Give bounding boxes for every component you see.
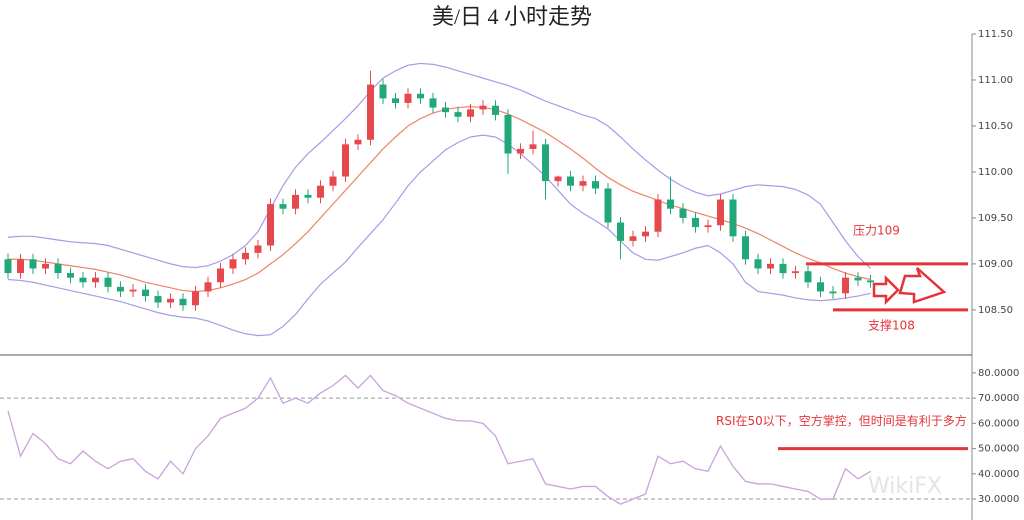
candle-body <box>829 291 837 294</box>
candle-body <box>767 263 774 269</box>
candle-body <box>592 181 599 189</box>
candle-body <box>754 259 762 269</box>
candle-body <box>667 199 674 209</box>
y-tick-label: 50.0000 <box>978 444 1019 455</box>
candle-body <box>229 259 237 269</box>
candle-body <box>692 217 699 228</box>
candle-body <box>142 289 149 297</box>
candle-body <box>167 298 174 303</box>
candle-body <box>4 259 12 274</box>
candle-body <box>817 282 824 292</box>
candle-body <box>679 208 687 218</box>
candle-body <box>842 277 849 294</box>
candle-body <box>517 148 524 154</box>
arrow <box>872 274 900 306</box>
candle-body <box>342 144 349 177</box>
candle-body <box>79 277 87 283</box>
candle-body <box>292 194 299 209</box>
band-line <box>7 62 871 269</box>
candle-body <box>717 199 724 226</box>
candle-body <box>617 222 624 241</box>
candle-body <box>804 271 812 283</box>
candle-body <box>54 263 62 274</box>
rsi-line <box>7 374 871 505</box>
candle-body <box>29 259 37 269</box>
candle-body <box>154 296 162 303</box>
y-tick-label: 108.50 <box>978 305 1013 316</box>
y-tick-label: 109.50 <box>978 213 1013 224</box>
candle-body <box>329 176 337 186</box>
watermark: WikiFX <box>868 474 942 499</box>
candle-body <box>17 259 24 274</box>
candle-body <box>854 277 862 281</box>
candle-body <box>379 84 387 99</box>
candle-body <box>404 93 412 103</box>
candle-body <box>42 263 49 269</box>
level-label: 支撑108 <box>868 317 915 332</box>
candle-body <box>67 273 74 278</box>
candle-body <box>92 277 99 283</box>
candle-body <box>267 204 274 246</box>
band-line <box>7 134 871 337</box>
candle-body <box>867 280 874 283</box>
candle-body <box>654 199 662 232</box>
candle-body <box>354 139 362 145</box>
candle-body <box>642 231 649 237</box>
candle-body <box>204 282 212 292</box>
candle-body <box>429 98 437 108</box>
arrows <box>872 267 947 306</box>
candle-body <box>567 176 574 186</box>
candle-body <box>629 236 637 241</box>
candle-body <box>279 204 287 209</box>
candle-body <box>254 245 262 253</box>
candle-body <box>779 263 787 274</box>
candle-body <box>742 236 749 260</box>
y-tick-label: 60.0000 <box>978 418 1019 429</box>
candle-body <box>304 194 312 198</box>
level-label: 压力109 <box>853 223 900 237</box>
candle-body <box>729 199 737 237</box>
candle-body <box>492 105 499 115</box>
candle-body <box>704 225 712 228</box>
candle-body <box>529 144 537 149</box>
candle-body <box>242 252 249 260</box>
y-tick-label: 30.0000 <box>978 494 1019 505</box>
y-tick-label: 110.50 <box>978 121 1013 132</box>
chart-title: 美/日 4 小时走势 <box>432 4 592 29</box>
y-tick-label: 80.0000 <box>978 368 1019 379</box>
y-tick-label: 110.00 <box>978 167 1013 178</box>
arrow <box>898 267 947 304</box>
candle-body <box>179 298 187 306</box>
y-tick-label: 109.00 <box>978 259 1013 270</box>
candle-body <box>454 112 462 117</box>
y-tick-label: 40.0000 <box>978 469 1019 480</box>
candle-body <box>554 176 562 182</box>
candle-body <box>392 98 399 103</box>
candle-body <box>192 291 199 306</box>
y-tick-label: 70.0000 <box>978 393 1019 404</box>
candle-body <box>367 84 374 140</box>
candle-body <box>317 185 324 198</box>
candle-body <box>104 277 112 287</box>
candle-body <box>217 268 224 283</box>
candle-body <box>129 289 137 292</box>
candle-body <box>504 114 512 154</box>
candle-body <box>542 144 549 182</box>
annotation-label: RSI在50以下，空方掌控，但时间是有利于多方 <box>716 413 967 428</box>
candle-body <box>117 286 124 292</box>
candle-body <box>604 188 612 223</box>
candle-body <box>479 105 487 110</box>
candle-body <box>792 271 799 274</box>
y-tick-label: 111.00 <box>978 75 1013 86</box>
band-line <box>8 106 871 293</box>
candle-body <box>442 107 449 113</box>
candle-body <box>417 93 424 99</box>
candle-body <box>467 109 474 117</box>
y-tick-label: 111.50 <box>978 29 1013 40</box>
candle-body <box>579 181 587 186</box>
